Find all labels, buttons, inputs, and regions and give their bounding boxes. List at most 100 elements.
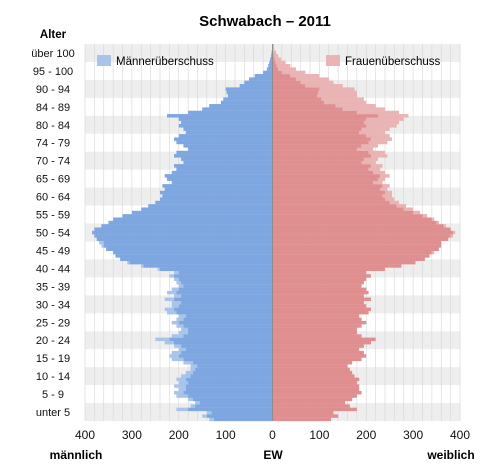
bar-female-surplus bbox=[301, 81, 334, 84]
bar-female-surplus bbox=[277, 64, 291, 67]
bar-female-surplus bbox=[380, 187, 387, 190]
bar-female bbox=[273, 191, 386, 194]
bar-male bbox=[212, 411, 273, 414]
bar-female bbox=[273, 381, 357, 384]
bar-female-surplus bbox=[437, 221, 439, 224]
bar-female-surplus bbox=[290, 74, 319, 77]
bar-male-surplus bbox=[179, 348, 186, 351]
bar-female bbox=[273, 304, 367, 307]
bar-female-surplus bbox=[336, 104, 376, 107]
bar-male bbox=[174, 164, 272, 167]
bar-female-surplus bbox=[366, 134, 389, 137]
bar-male bbox=[174, 298, 272, 301]
bar-male-surplus bbox=[183, 361, 192, 364]
bar-male bbox=[186, 314, 273, 317]
bar-female bbox=[273, 167, 369, 170]
bar-male-surplus bbox=[202, 414, 207, 417]
bar-male-surplus bbox=[158, 268, 160, 271]
bar-female bbox=[273, 67, 279, 70]
bar-female bbox=[273, 91, 319, 94]
legend-label-male-surplus: Männerüberschuss bbox=[116, 56, 214, 68]
bar-male bbox=[104, 244, 273, 247]
bar-male bbox=[92, 231, 272, 234]
bar-male-surplus bbox=[99, 241, 104, 244]
bar-female bbox=[273, 351, 364, 354]
bar-female-surplus bbox=[296, 77, 329, 80]
bar-female bbox=[273, 127, 362, 130]
bar-male-surplus bbox=[172, 304, 179, 307]
bar-female bbox=[273, 408, 357, 411]
bar-male bbox=[228, 94, 273, 97]
bar-female-surplus bbox=[390, 201, 399, 204]
bar-female-surplus bbox=[305, 84, 343, 87]
bar-female bbox=[273, 137, 371, 140]
bar-male-surplus bbox=[181, 328, 188, 331]
bar-female-surplus bbox=[373, 171, 385, 174]
bar-female bbox=[273, 207, 404, 210]
bar-female-surplus bbox=[319, 87, 354, 90]
age-group-label: 5 - 9 bbox=[42, 389, 64, 401]
bar-female bbox=[273, 371, 353, 374]
bar-female bbox=[273, 111, 357, 114]
bar-male bbox=[195, 404, 272, 407]
bar-male bbox=[193, 398, 273, 401]
bar-female-surplus bbox=[362, 127, 390, 130]
bar-female bbox=[273, 238, 449, 241]
bar-female-surplus bbox=[343, 107, 385, 110]
bar-male bbox=[179, 321, 273, 324]
bar-male bbox=[188, 394, 272, 397]
bar-female bbox=[273, 271, 367, 274]
bar-female bbox=[273, 391, 362, 394]
x-tick-label: 200 bbox=[169, 428, 189, 442]
age-group-label: 65 - 69 bbox=[36, 174, 70, 186]
bar-male bbox=[176, 311, 272, 314]
bar-female bbox=[273, 324, 362, 327]
x-tick-label: 400 bbox=[450, 428, 470, 442]
bar-female-surplus bbox=[324, 101, 366, 104]
bar-female-surplus bbox=[318, 91, 356, 94]
bar-male bbox=[188, 408, 272, 411]
bar-male-surplus bbox=[165, 298, 174, 301]
bar-female-surplus bbox=[369, 151, 385, 154]
bar-female-surplus bbox=[371, 154, 387, 157]
bar-female bbox=[273, 74, 291, 77]
bar-female-surplus bbox=[362, 144, 378, 147]
bar-female bbox=[273, 251, 432, 254]
bar-male bbox=[183, 358, 272, 361]
bar-male bbox=[94, 234, 272, 237]
bar-female-surplus bbox=[423, 214, 428, 217]
bar-female bbox=[273, 301, 364, 304]
bar-female-surplus bbox=[432, 217, 434, 220]
bar-female bbox=[273, 61, 276, 64]
bar-female bbox=[273, 331, 357, 334]
bar-male bbox=[104, 241, 273, 244]
bar-male bbox=[179, 134, 273, 137]
bar-female bbox=[273, 288, 367, 291]
legend-swatch-female-surplus bbox=[326, 55, 340, 66]
bar-male-surplus bbox=[174, 344, 181, 347]
bar-female-surplus bbox=[404, 207, 413, 210]
bar-male-surplus bbox=[179, 388, 186, 391]
bar-male bbox=[165, 174, 273, 177]
bar-female bbox=[273, 194, 383, 197]
bar-male bbox=[221, 101, 273, 104]
bar-male bbox=[115, 254, 272, 257]
x-tick-label: 400 bbox=[75, 428, 95, 442]
y-axis-title: Alter bbox=[40, 29, 67, 41]
age-group-label: 74 - 79 bbox=[36, 138, 70, 150]
bar-female-surplus bbox=[369, 167, 381, 170]
bar-female bbox=[273, 228, 451, 231]
bar-male bbox=[268, 64, 272, 67]
x-axis-center-label: EW bbox=[263, 448, 283, 462]
bar-female bbox=[273, 201, 390, 204]
bar-male bbox=[113, 251, 272, 254]
age-group-label: 15 - 19 bbox=[36, 353, 70, 365]
bar-male bbox=[249, 77, 272, 80]
bar-male bbox=[144, 264, 273, 267]
x-tick-label: 0 bbox=[269, 428, 276, 442]
bar-female bbox=[273, 134, 367, 137]
bar-male-surplus bbox=[179, 314, 186, 317]
